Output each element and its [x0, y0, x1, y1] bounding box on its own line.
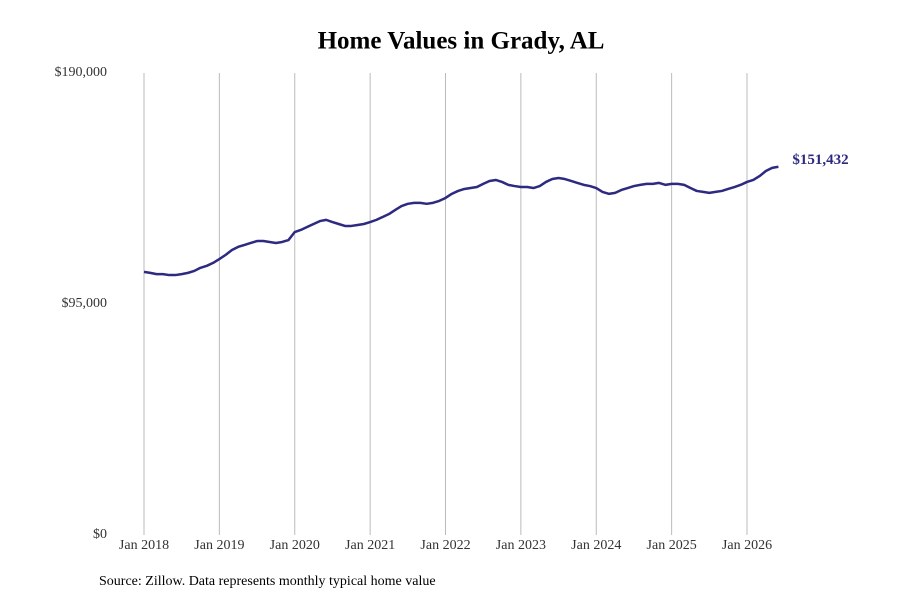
source-note: Source: Zillow. Data represents monthly … — [99, 574, 436, 589]
y-tick-label: $190,000 — [55, 65, 108, 80]
line — [143, 165, 779, 277]
chart-title: Home Values in Grady, AL — [318, 28, 605, 55]
x-tick-label: Jan 2024 — [571, 538, 621, 553]
y-tick-label: $95,000 — [62, 296, 108, 311]
x-tick-label: Jan 2021 — [345, 538, 395, 553]
x-tick-label: Jan 2026 — [722, 538, 772, 553]
x-tick-label: Jan 2018 — [119, 538, 169, 553]
value-label: $151,432 — [792, 152, 848, 168]
x-tick-label: Jan 2022 — [420, 538, 470, 553]
x-tick-label: Jan 2025 — [647, 538, 697, 553]
x-tick-label: Jan 2019 — [194, 538, 244, 553]
y-tick-label: $0 — [93, 527, 107, 542]
x-tick-label: Jan 2020 — [270, 538, 320, 553]
x-tick-label: Jan 2023 — [496, 538, 546, 553]
